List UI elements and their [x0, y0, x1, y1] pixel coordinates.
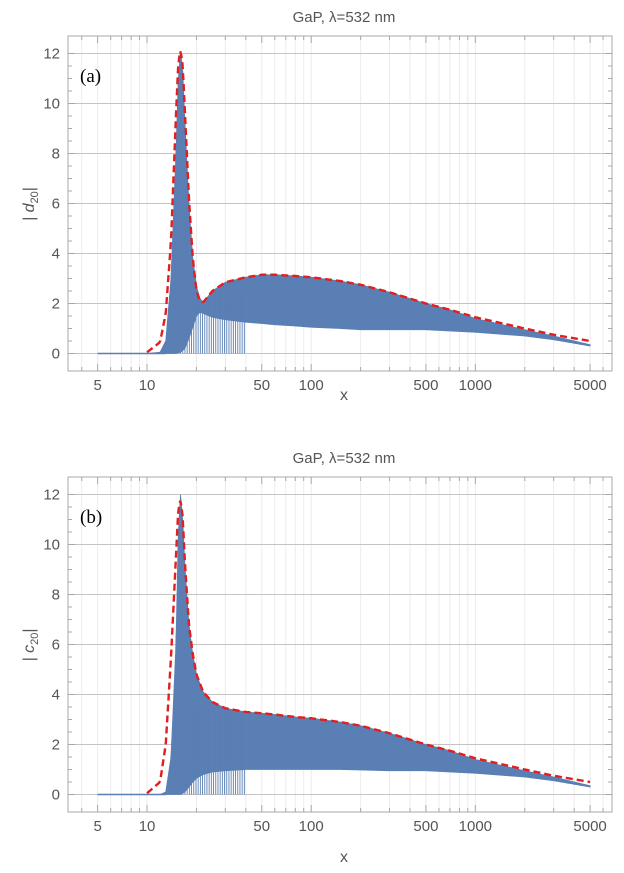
x-tick-label: 5	[93, 377, 101, 394]
chart-panel-b: GaP, λ=532 nm 5 10 50 100 500 1000 5000 0 2 4 6 8 1…	[21, 450, 613, 866]
x-axis-label: x	[340, 849, 348, 866]
y-tick-label: 12	[43, 46, 60, 63]
y-tick-label: 2	[52, 296, 60, 313]
x-tick-labels: 5 10 50 100 500 1000 5000	[93, 377, 606, 394]
oscillation-stripes	[162, 51, 245, 354]
chart-title: GaP, λ=532 nm	[293, 450, 396, 467]
series-layer	[97, 494, 591, 796]
x-tick-label: 5	[93, 818, 101, 835]
y-axis-label-subscript: 20	[29, 191, 41, 203]
tick-marks	[68, 36, 612, 371]
x-tick-label: 10	[139, 818, 156, 835]
y-axis-label: | c20|	[21, 628, 41, 661]
x-tick-label: 5000	[573, 377, 606, 394]
envelope-line	[146, 500, 591, 795]
series-layer	[97, 51, 591, 355]
y-axis-label-base: | c	[21, 645, 38, 662]
x-tick-label: 10	[139, 377, 156, 394]
y-axis-label: | d20|	[21, 187, 41, 221]
y-tick-label: 8	[52, 146, 60, 163]
tick-marks	[68, 477, 612, 812]
y-tick-label: 0	[52, 787, 60, 804]
y-tick-label: 10	[43, 96, 60, 113]
y-tick-label: 4	[52, 687, 60, 704]
y-tick-label: 6	[52, 196, 60, 213]
x-tick-label: 500	[413, 377, 438, 394]
x-tick-label: 100	[299, 818, 324, 835]
y-tick-labels: 0 2 4 6 8 10 12	[43, 46, 60, 363]
envelope-line	[146, 51, 591, 354]
y-tick-label: 2	[52, 737, 60, 754]
x-tick-label: 50	[253, 818, 270, 835]
chart-panel-a: GaP, λ=532 nm 5 10 50 100 500 1000 5000 0 2 4 6 8 1…	[21, 9, 613, 404]
panel-label: (a)	[80, 66, 101, 87]
oscillation-band	[97, 494, 591, 795]
x-tick-label: 5000	[573, 818, 606, 835]
y-tick-label: 0	[52, 346, 60, 363]
y-tick-label: 10	[43, 537, 60, 554]
x-tick-label: 50	[253, 377, 270, 394]
y-tick-label: 8	[52, 587, 60, 604]
x-tick-label: 100	[299, 377, 324, 394]
y-axis-label-subscript: 20	[29, 633, 41, 645]
y-axis-label-base: | d	[21, 202, 38, 221]
y-tick-label: 6	[52, 637, 60, 654]
x-tick-label: 500	[413, 818, 438, 835]
y-axis-label-close: |	[21, 187, 38, 191]
y-tick-label: 12	[43, 487, 60, 504]
panel-label: (b)	[80, 507, 102, 528]
x-tick-label: 1000	[459, 377, 492, 394]
x-tick-labels: 5 10 50 100 500 1000 5000	[93, 818, 606, 835]
x-tick-label: 1000	[459, 818, 492, 835]
chart-title: GaP, λ=532 nm	[293, 9, 396, 26]
x-axis-label: x	[340, 387, 348, 404]
y-axis-label-close: |	[21, 628, 38, 632]
y-tick-label: 4	[52, 246, 60, 263]
y-tick-labels: 0 2 4 6 8 10 12	[43, 487, 60, 804]
